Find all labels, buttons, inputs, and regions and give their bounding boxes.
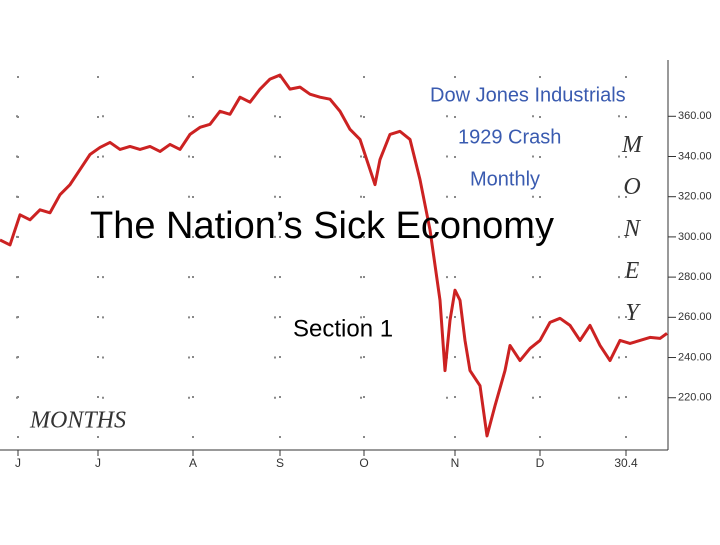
x-tick-label: O bbox=[359, 456, 368, 470]
y-tick-label: 220.00 bbox=[678, 392, 712, 404]
chart-subtitle: 1929 Crash bbox=[458, 126, 561, 148]
line-series bbox=[0, 73, 668, 438]
slide-title: The Nation’s Sick Economy bbox=[90, 205, 554, 247]
x-tick-label: D bbox=[536, 456, 545, 470]
y-tick-label: 240.00 bbox=[678, 351, 712, 363]
y-tick-label: 360.00 bbox=[678, 110, 712, 122]
chart-title: Dow Jones Industrials bbox=[430, 84, 626, 106]
x-axis-label: MONTHS bbox=[29, 408, 126, 434]
plot: 220.00 240.00 260.00 280.00 300.00 320.00 340.… bbox=[0, 60, 712, 470]
x-tick-label: N bbox=[451, 456, 460, 470]
y-tick-label: 280.00 bbox=[678, 271, 712, 283]
x-tick-label: A bbox=[189, 456, 197, 470]
y-tick-label: 260.00 bbox=[678, 311, 712, 323]
x-tick-label: J bbox=[15, 456, 21, 470]
y-axis-label: MONEY bbox=[619, 132, 645, 342]
x-tick-label: J bbox=[95, 456, 101, 470]
x-tick-label: 30.4 bbox=[614, 456, 638, 470]
y-tick-label: 300.00 bbox=[678, 231, 712, 243]
y-tick-label: 340.00 bbox=[678, 150, 712, 162]
chart-period: Monthly bbox=[470, 168, 540, 190]
slide-subtitle: Section 1 bbox=[293, 315, 393, 342]
x-tick-label: S bbox=[276, 456, 284, 470]
y-tick-label: 320.00 bbox=[678, 191, 712, 203]
